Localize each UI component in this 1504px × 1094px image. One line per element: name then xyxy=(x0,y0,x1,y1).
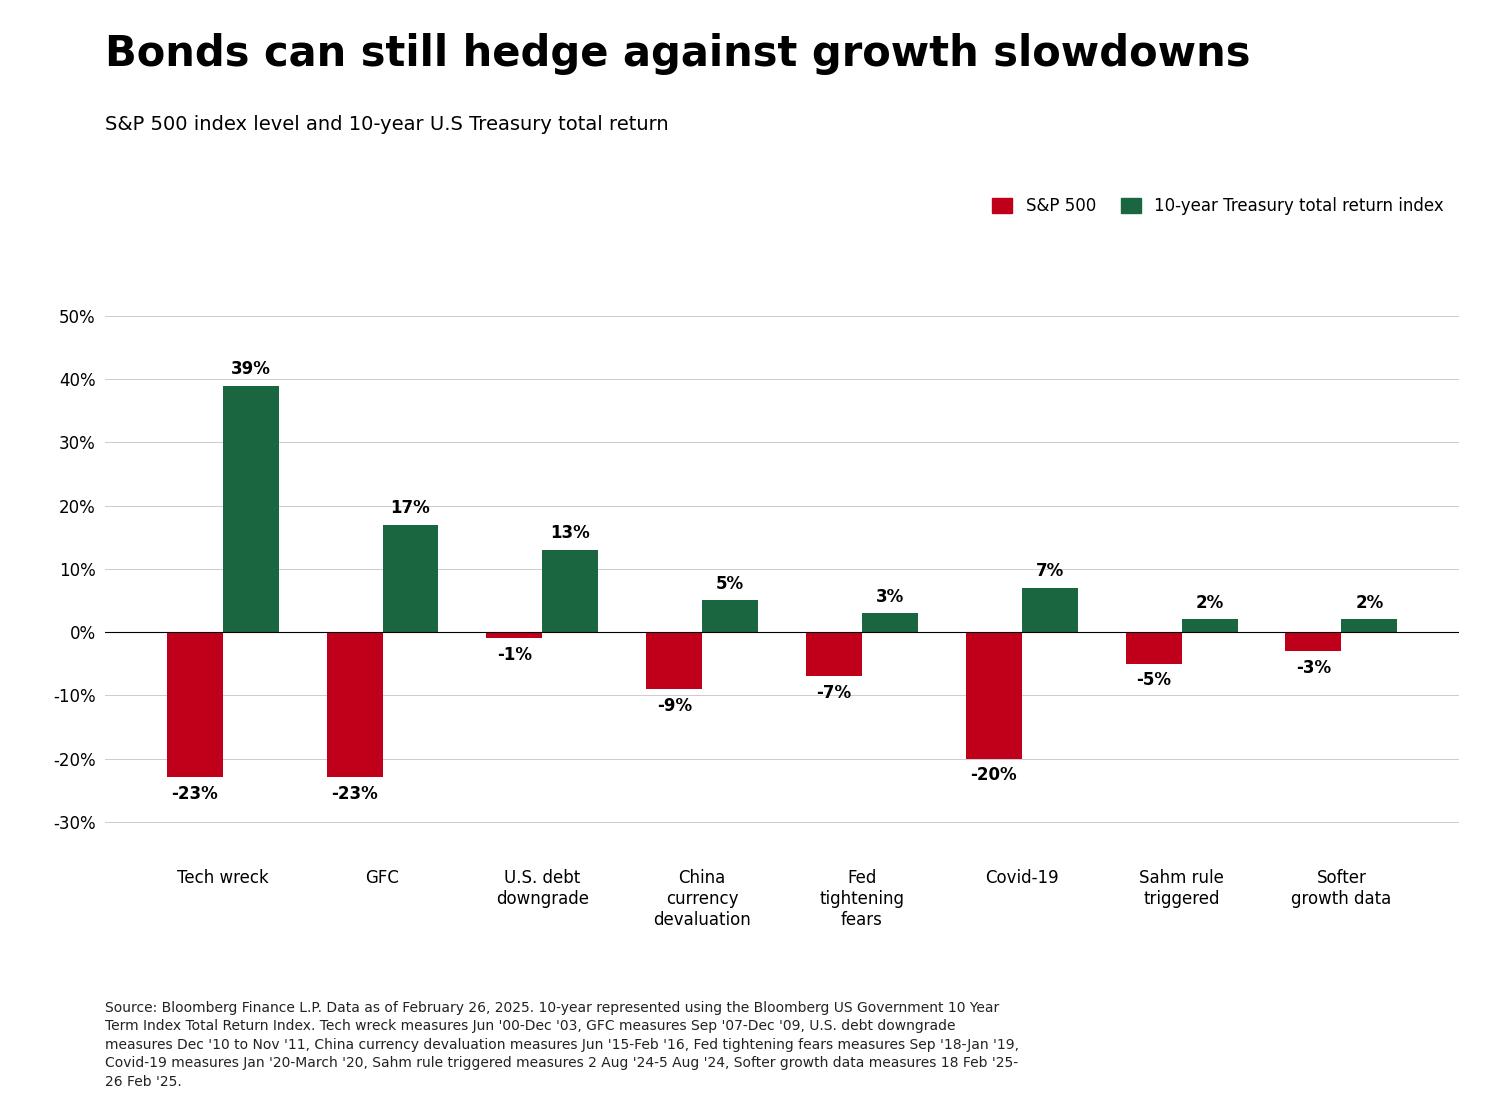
Bar xyxy=(382,525,439,632)
Text: 39%: 39% xyxy=(230,360,271,379)
Text: Source: Bloomberg Finance L.P. Data as of February 26, 2025. 10-year represented: Source: Bloomberg Finance L.P. Data as o… xyxy=(105,1001,1020,1089)
Text: -1%: -1% xyxy=(496,645,532,664)
Text: S&P 500 index level and 10-year U.S Treasury total return: S&P 500 index level and 10-year U.S Trea… xyxy=(105,115,669,133)
Bar xyxy=(862,613,917,632)
Text: 5%: 5% xyxy=(716,575,744,593)
Bar xyxy=(702,601,758,632)
Bar xyxy=(1125,632,1182,664)
Text: -7%: -7% xyxy=(817,684,851,702)
Bar xyxy=(647,632,702,689)
Text: 13%: 13% xyxy=(550,524,590,543)
Text: 7%: 7% xyxy=(1036,562,1063,580)
Text: -3%: -3% xyxy=(1296,659,1331,676)
Text: -20%: -20% xyxy=(970,766,1017,784)
Text: -9%: -9% xyxy=(657,697,692,714)
Bar xyxy=(1021,587,1078,632)
Bar xyxy=(486,632,543,639)
Text: -5%: -5% xyxy=(1136,672,1172,689)
Bar xyxy=(806,632,862,676)
Legend: S&P 500, 10-year Treasury total return index: S&P 500, 10-year Treasury total return i… xyxy=(985,190,1450,222)
Text: 2%: 2% xyxy=(1196,594,1224,612)
Text: -23%: -23% xyxy=(331,785,378,803)
Text: -23%: -23% xyxy=(171,785,218,803)
Bar xyxy=(1342,619,1397,632)
Text: 17%: 17% xyxy=(391,499,430,517)
Bar xyxy=(1182,619,1238,632)
Bar xyxy=(543,550,599,632)
Bar xyxy=(966,632,1021,758)
Bar xyxy=(326,632,382,778)
Bar xyxy=(1286,632,1342,651)
Text: 2%: 2% xyxy=(1355,594,1384,612)
Bar xyxy=(167,632,223,778)
Bar xyxy=(223,385,278,632)
Text: 3%: 3% xyxy=(875,587,904,606)
Text: Bonds can still hedge against growth slowdowns: Bonds can still hedge against growth slo… xyxy=(105,33,1251,74)
